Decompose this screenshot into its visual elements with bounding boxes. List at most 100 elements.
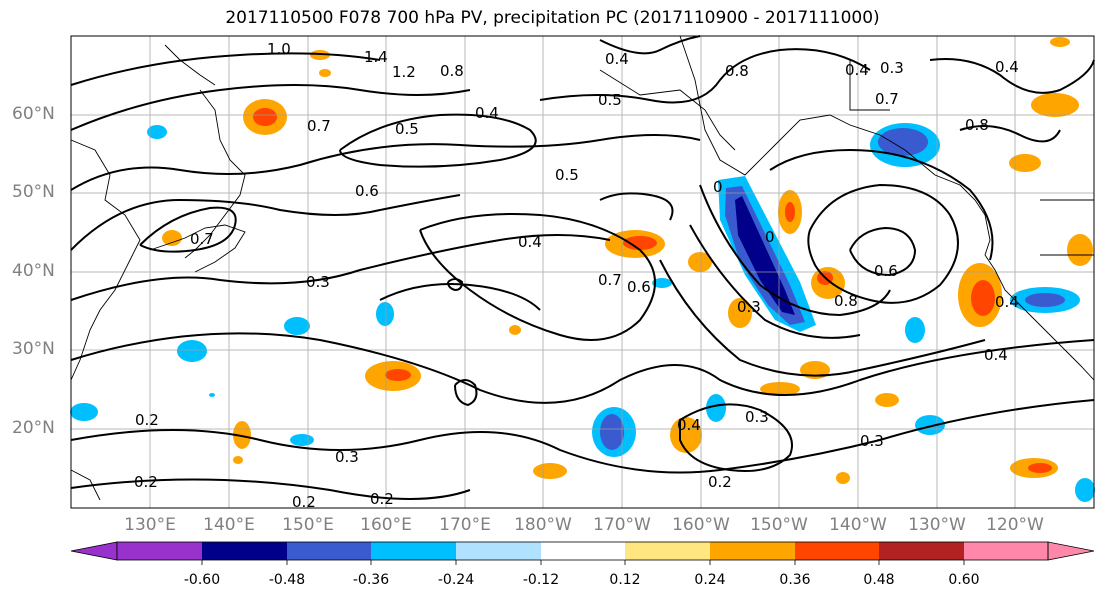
contour-label: 0.7	[875, 90, 899, 108]
lon-label: 160°W	[672, 515, 730, 535]
precip-negative-patch	[147, 125, 167, 139]
colorbar-label: -0.36	[352, 572, 390, 588]
precip-negative-band	[878, 128, 928, 156]
contour-label: 0.3	[306, 273, 330, 291]
contour-label: 0.7	[598, 271, 622, 289]
precip-positive-patch	[1050, 37, 1070, 47]
lon-label: 180°W	[514, 515, 572, 535]
precip-positive-core	[623, 236, 657, 250]
lat-label: 40°N	[12, 261, 55, 281]
contour-label: 0.2	[134, 473, 158, 491]
map-frame	[70, 35, 1095, 509]
contour-label: 0.6	[627, 278, 651, 296]
colorbar-label: 0.12	[609, 572, 641, 588]
precip-positive-core	[1028, 463, 1052, 473]
map-title: 2017110500 F078 700 hPa PV, precipitatio…	[225, 8, 880, 28]
precip-positive-patch	[319, 69, 331, 77]
colorbar-label: 0.60	[948, 572, 980, 588]
lon-label: 120°W	[986, 515, 1044, 535]
precip-patches	[70, 37, 1095, 502]
precip-positive-patch	[836, 472, 850, 484]
colorbar-bin	[879, 542, 964, 560]
precip-positive-patch	[509, 325, 521, 335]
precip-negative-patch	[290, 434, 314, 446]
lat-label: 60°N	[12, 104, 55, 124]
contour-label: 0.4	[995, 293, 1019, 311]
lon-label: 130°E	[124, 515, 176, 535]
colorbar-label: -0.60	[183, 572, 221, 588]
colorbar-bin	[117, 542, 202, 560]
contour-label: 0.4	[995, 58, 1019, 76]
colorbar-bin	[202, 542, 287, 560]
contour-label: 0.3	[737, 298, 761, 316]
precip-negative-patch	[905, 317, 925, 343]
precip-positive-patch	[875, 393, 899, 407]
precip-positive-patch	[1067, 234, 1093, 266]
precip-positive-patch	[233, 456, 243, 464]
contour-label: 0.3	[745, 408, 769, 426]
contour-label: 0.8	[965, 116, 989, 134]
contour-label: 0.8	[834, 292, 858, 310]
colorbar-bin	[541, 542, 625, 560]
lat-label: 50°N	[12, 182, 55, 202]
precip-positive-core	[971, 280, 995, 316]
precip-positive-patch	[310, 50, 330, 60]
precip-positive-patch	[1031, 93, 1079, 117]
contour-label: 0.5	[555, 166, 579, 184]
contour-label: 0	[765, 228, 775, 246]
precip-positive-patch	[233, 421, 251, 449]
precip-positive-patch	[760, 382, 800, 396]
lon-label: 170°E	[439, 515, 491, 535]
precip-negative-patch	[652, 278, 672, 288]
precip-negative-patch	[209, 393, 215, 397]
lon-label: 140°W	[829, 515, 887, 535]
colorbar-bin	[371, 542, 456, 560]
colorbar-extend-max	[1047, 541, 1095, 561]
contour-label: 1.4	[364, 48, 388, 66]
colorbar-outline	[116, 541, 1049, 561]
precip-negative-patch	[1075, 478, 1095, 502]
contour-label: 0.7	[307, 117, 331, 135]
colorbar-label: 0.24	[694, 572, 726, 588]
colorbar-label: -0.12	[522, 572, 560, 588]
colorbar-label: -0.48	[268, 572, 306, 588]
contour-label: 0.4	[475, 104, 499, 122]
precip-positive-patch	[688, 252, 712, 272]
precip-negative-patch	[70, 403, 98, 421]
contour-label: 0.6	[874, 262, 898, 280]
precip-positive-core	[385, 369, 411, 381]
colorbar	[70, 541, 1095, 565]
colorbar-bin	[795, 542, 879, 560]
lat-label: 20°N	[12, 418, 55, 438]
contour-label: 0.8	[440, 62, 464, 80]
contour-label: 0.2	[708, 473, 732, 491]
precip-negative-band	[600, 414, 624, 450]
precip-positive-patch	[162, 230, 182, 246]
precip-negative-core	[735, 196, 795, 315]
contour-label: 1.2	[392, 63, 416, 81]
contour-label: 0.5	[598, 91, 622, 109]
contour-label: 0.4	[845, 61, 869, 79]
colorbar-bin	[964, 542, 1048, 560]
contour-label: 0.6	[355, 182, 379, 200]
lon-label: 150°E	[282, 515, 334, 535]
colorbar-label: -0.24	[437, 572, 475, 588]
lon-label: 160°E	[360, 515, 412, 535]
lon-label: 150°W	[750, 515, 808, 535]
precip-negative-band	[1025, 293, 1065, 307]
pv-contours	[70, 35, 1095, 500]
contour-label: 0.3	[880, 59, 904, 77]
precip-positive-patch	[533, 463, 567, 479]
lon-label: 140°E	[203, 515, 255, 535]
precip-positive-patch	[1009, 154, 1041, 172]
colorbar-label: 0.48	[863, 572, 895, 588]
precip-negative-patch	[376, 302, 394, 326]
contour-label: 0.3	[860, 432, 884, 450]
precip-positive-patch	[728, 298, 752, 328]
precip-positive-core	[253, 108, 277, 126]
contour-label: 0.4	[518, 233, 542, 251]
lon-label: 130°W	[908, 515, 966, 535]
contour-label: 0.4	[984, 346, 1008, 364]
colorbar-bin	[710, 542, 795, 560]
